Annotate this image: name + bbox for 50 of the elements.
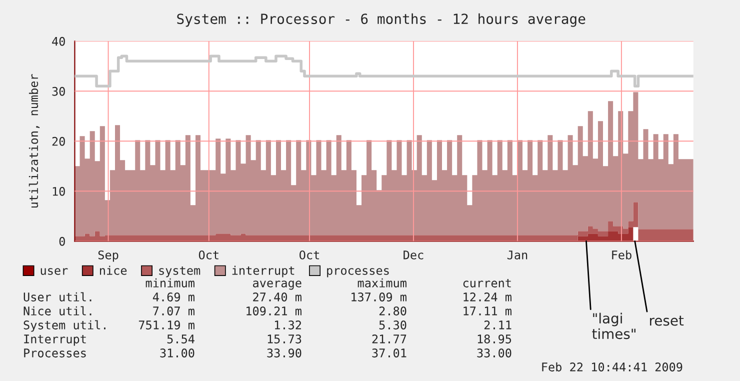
y-axis-title: utilization, number <box>28 74 40 208</box>
x-tick-label: Feb <box>612 250 632 260</box>
text: minimum <box>146 278 194 288</box>
text: 137.09 m <box>352 292 406 302</box>
text: 31.00 <box>160 348 194 358</box>
text: 17.11 m <box>464 306 512 316</box>
text: 37.01 <box>372 348 406 358</box>
text: User util. <box>24 292 92 302</box>
x-tick-label: Dec <box>404 250 424 260</box>
text: 18.95 <box>478 334 512 344</box>
annotation: reset <box>650 316 684 326</box>
text: 109.21 m <box>246 306 302 316</box>
legend-label: system <box>159 266 200 278</box>
annotation: "lagi times" <box>592 312 636 340</box>
legend-label: user <box>40 268 68 275</box>
text: Interrupt <box>24 334 86 346</box>
text: Nice util. <box>24 306 92 316</box>
y-tick-label: 30 <box>52 86 65 96</box>
text: 5.30 <box>379 320 406 330</box>
legend-label: processes <box>327 268 389 278</box>
text: 5.54 <box>167 334 194 344</box>
text: 2.11 <box>484 320 512 330</box>
text: 33.90 <box>267 348 302 358</box>
text: 21.77 <box>372 334 406 344</box>
y-tick-label: 20 <box>52 136 65 146</box>
x-tick-label: Oct <box>300 250 320 260</box>
y-tick-label: 40 <box>52 36 65 46</box>
x-tick-label: Oct <box>198 250 218 260</box>
x-tick-label: Jan <box>507 250 528 260</box>
text: 4.69 m <box>152 292 194 302</box>
text: Processes <box>24 348 86 358</box>
x-tick-label: Sep <box>98 250 118 262</box>
text: 27.40 m <box>253 292 302 302</box>
text: Feb 22 10:44:41 2009 <box>542 362 682 372</box>
legend-label: nice <box>100 266 127 275</box>
text: 7.07 m <box>153 306 194 316</box>
chart-title: System :: Processor - 6 months - 12 hours average <box>177 13 586 27</box>
text: System util. <box>24 320 106 332</box>
y-tick-label: 0 <box>59 236 65 246</box>
text: maximum <box>358 278 406 288</box>
y-tick-label: 10 <box>52 186 65 196</box>
text: 751.19 m <box>138 320 194 330</box>
text: current <box>463 279 511 288</box>
legend-label: interrupt <box>232 266 294 278</box>
text: 12.24 m <box>464 292 512 302</box>
text: 33.00 <box>477 348 512 358</box>
text: average <box>253 280 302 290</box>
text: 2.80 <box>379 306 406 316</box>
text: 15.73 <box>268 334 302 344</box>
text: 1.32 <box>274 320 301 330</box>
